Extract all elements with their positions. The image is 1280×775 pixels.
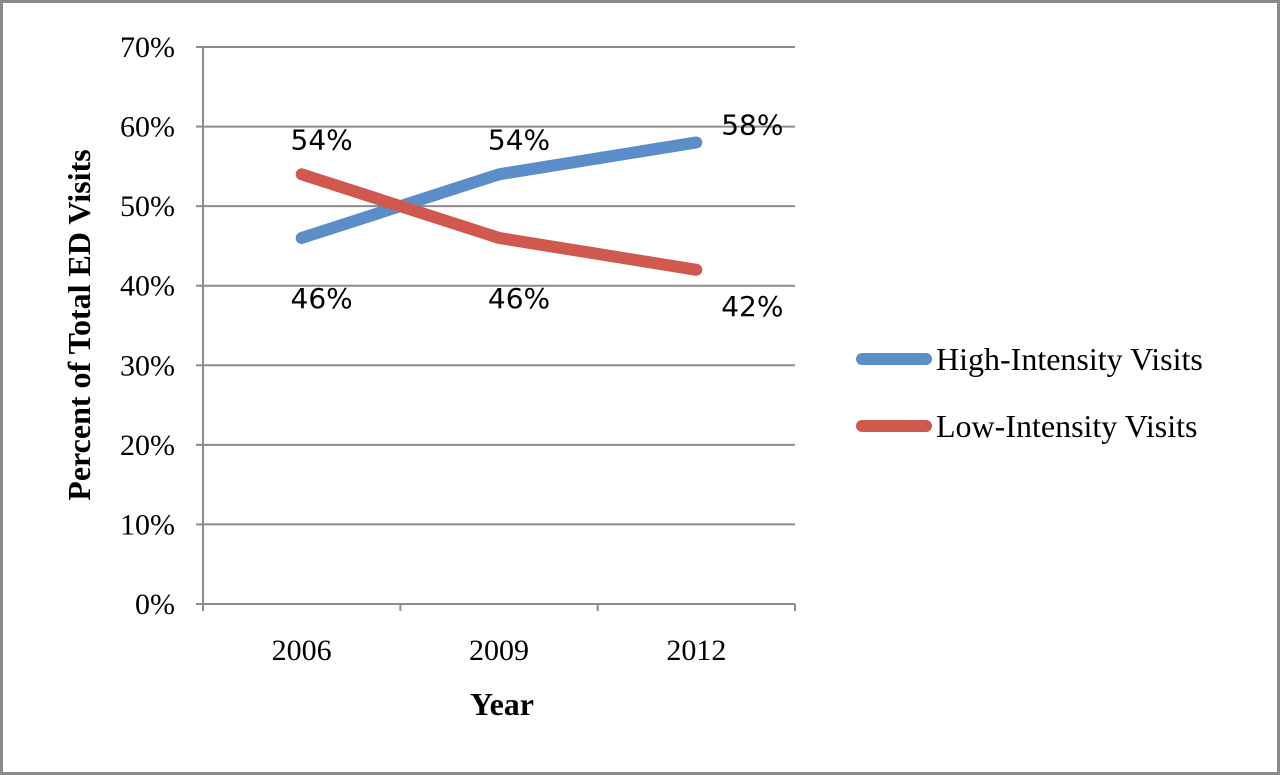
x-tick-label: 2009	[469, 634, 529, 667]
series-lines	[295, 136, 703, 276]
data-label: 46%	[488, 282, 550, 315]
y-tick-label: 30%	[120, 349, 175, 382]
x-axis-title: Year	[470, 686, 534, 722]
x-tick-labels: 2006 2009 2012	[272, 634, 727, 667]
series-line-low-intensity	[295, 168, 703, 276]
legend: High-Intensity Visits Low-Intensity Visit…	[856, 341, 1203, 444]
legend-label: Low-Intensity Visits	[936, 408, 1197, 444]
legend-item: Low-Intensity Visits	[856, 408, 1197, 444]
gridlines	[203, 46, 795, 526]
y-tick-labels: 0% 10% 20% 30% 40% 50% 60% 70%	[120, 31, 175, 621]
data-label: 54%	[488, 123, 550, 156]
data-label: 42%	[721, 290, 783, 323]
x-tick-label: 2012	[666, 634, 726, 667]
data-label: 58%	[721, 108, 783, 141]
data-labels: 46% 54% 54% 46% 58% 42%	[291, 108, 784, 322]
data-label: 46%	[291, 282, 353, 315]
y-tick-label: 40%	[120, 270, 175, 303]
axes	[196, 46, 796, 611]
series-line-high-intensity	[295, 136, 703, 244]
y-tick-label: 70%	[120, 31, 175, 64]
y-tick-label: 60%	[120, 111, 175, 144]
legend-label: High-Intensity Visits	[936, 341, 1203, 377]
y-tick-label: 10%	[120, 508, 175, 541]
x-tick-label: 2006	[272, 634, 332, 667]
y-tick-label: 0%	[135, 588, 175, 621]
y-tick-label: 20%	[120, 429, 175, 462]
data-label: 54%	[291, 123, 353, 156]
y-axis-title: Percent of Total ED Visits	[61, 149, 97, 500]
legend-item: High-Intensity Visits	[856, 341, 1203, 377]
y-tick-label: 50%	[120, 190, 175, 223]
